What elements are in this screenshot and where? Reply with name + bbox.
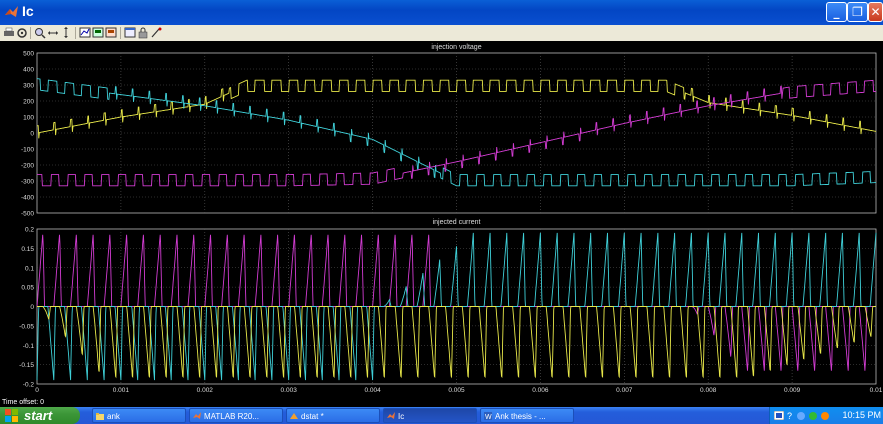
x-tick-label: 0.009 <box>784 387 801 394</box>
restore-button[interactable]: ❐ <box>847 2 868 22</box>
matlab-icon <box>5 6 18 17</box>
y-tick-label: -0.15 <box>19 362 34 369</box>
task-ank[interactable]: ank <box>92 408 186 423</box>
y-tick-label: -100 <box>21 147 34 154</box>
plot-title: injection voltage <box>431 44 481 51</box>
y-tick-label: -200 <box>21 163 34 170</box>
y-tick-label: -300 <box>21 179 34 186</box>
y-tick-label: 0 <box>30 304 34 311</box>
y-tick-label: 0 <box>30 131 34 138</box>
floating-scope-icon[interactable] <box>124 26 136 39</box>
voltage-series-cyan <box>36 78 876 187</box>
lock-icon[interactable] <box>137 26 149 39</box>
x-tick-label: 0 <box>35 387 39 394</box>
x-tick-label: 0.003 <box>281 387 298 394</box>
task-label: Ic <box>398 412 405 421</box>
network-icon[interactable] <box>796 411 806 420</box>
autoscale-icon[interactable] <box>79 26 91 39</box>
toolbar-separator <box>75 27 76 39</box>
svg-text:W: W <box>485 414 492 420</box>
task-dstat[interactable]: dstat * <box>286 408 380 423</box>
plot-title: injected current <box>433 219 481 226</box>
windows-logo-icon <box>5 409 18 422</box>
time-offset-label: Time offset: 0 <box>2 399 45 406</box>
restore-axes-icon[interactable] <box>105 26 117 39</box>
scope-icon <box>387 412 395 419</box>
volume-icon[interactable] <box>820 411 830 420</box>
y-tick-label: -0.05 <box>19 323 34 330</box>
start-label: start <box>24 408 53 423</box>
clock: 10:15 PM <box>842 410 881 420</box>
task-label: ank <box>107 412 120 421</box>
matlab-icon <box>193 412 201 419</box>
x-tick-label: 0.008 <box>700 387 717 394</box>
x-tick-label: 0.006 <box>532 387 549 394</box>
zoom-y-icon[interactable] <box>60 26 72 39</box>
language-icon[interactable] <box>774 411 784 420</box>
start-button[interactable]: start <box>0 407 80 424</box>
system-tray: ? 10:15 PM <box>769 407 883 424</box>
voltage-series-yellow <box>36 79 877 139</box>
minimize-button[interactable]: _ <box>826 2 847 22</box>
svg-text:?: ? <box>787 411 792 420</box>
task-label: MATLAB R20... <box>204 412 259 421</box>
y-tick-label: 300 <box>23 83 34 90</box>
simulink-icon <box>290 413 298 419</box>
title-bar: Ic _ ❐ ✕ <box>0 0 883 25</box>
y-tick-label: 0.05 <box>21 285 34 292</box>
zoom-icon[interactable] <box>34 26 46 39</box>
task-ic[interactable]: Ic <box>383 408 477 423</box>
x-tick-label: 0.01 <box>870 387 883 394</box>
y-tick-label: -0.2 <box>23 382 35 389</box>
current-series-yellow <box>37 306 876 379</box>
help-icon[interactable]: ? <box>787 411 794 420</box>
task-label: dstat * <box>301 412 324 421</box>
signal-selection-icon[interactable] <box>150 26 162 39</box>
save-axes-icon[interactable] <box>92 26 104 39</box>
parameters-icon[interactable] <box>16 26 28 39</box>
y-tick-label: -400 <box>21 195 34 202</box>
scope-display: injection voltage 500 400 300 200 100 0 -100 -20… <box>0 41 883 397</box>
y-tick-label: 100 <box>23 115 34 122</box>
voltage-series-magenta <box>37 79 876 187</box>
y-tick-label: 500 <box>23 51 34 58</box>
y-tick-label: 400 <box>23 67 34 74</box>
y-tick-label: 0.2 <box>25 227 34 234</box>
zoom-x-icon[interactable] <box>47 26 59 39</box>
y-tick-label: 0.1 <box>25 265 34 272</box>
y-tick-label: 0.15 <box>21 246 34 253</box>
y-tick-label: -0.1 <box>23 343 35 350</box>
toolbar-separator <box>30 27 31 39</box>
print-icon[interactable] <box>3 26 15 39</box>
folder-icon <box>96 413 104 420</box>
x-tick-label: 0.005 <box>448 387 465 394</box>
y-tick-label: -500 <box>21 211 34 218</box>
x-tick-label: 0.002 <box>197 387 214 394</box>
window-title: Ic <box>22 3 34 19</box>
scope-plots: injection voltage 500 400 300 200 100 0 -100 -20… <box>19 44 883 394</box>
word-icon: W <box>484 412 492 420</box>
task-label: Ank thesis - ... <box>495 412 546 421</box>
taskbar: start ank MATLAB R20... dstat * Ic W Ank… <box>0 407 883 424</box>
y-tick-label: 200 <box>23 99 34 106</box>
antivirus-icon[interactable] <box>808 411 818 420</box>
toolbar <box>0 25 883 42</box>
task-matlab[interactable]: MATLAB R20... <box>189 408 283 423</box>
x-tick-label: 0.007 <box>616 387 633 394</box>
toolbar-separator <box>120 27 121 39</box>
close-button[interactable]: ✕ <box>868 2 883 22</box>
x-tick-label: 0.001 <box>113 387 130 394</box>
task-thesis[interactable]: W Ank thesis - ... <box>480 408 574 423</box>
x-tick-label: 0.004 <box>364 387 381 394</box>
